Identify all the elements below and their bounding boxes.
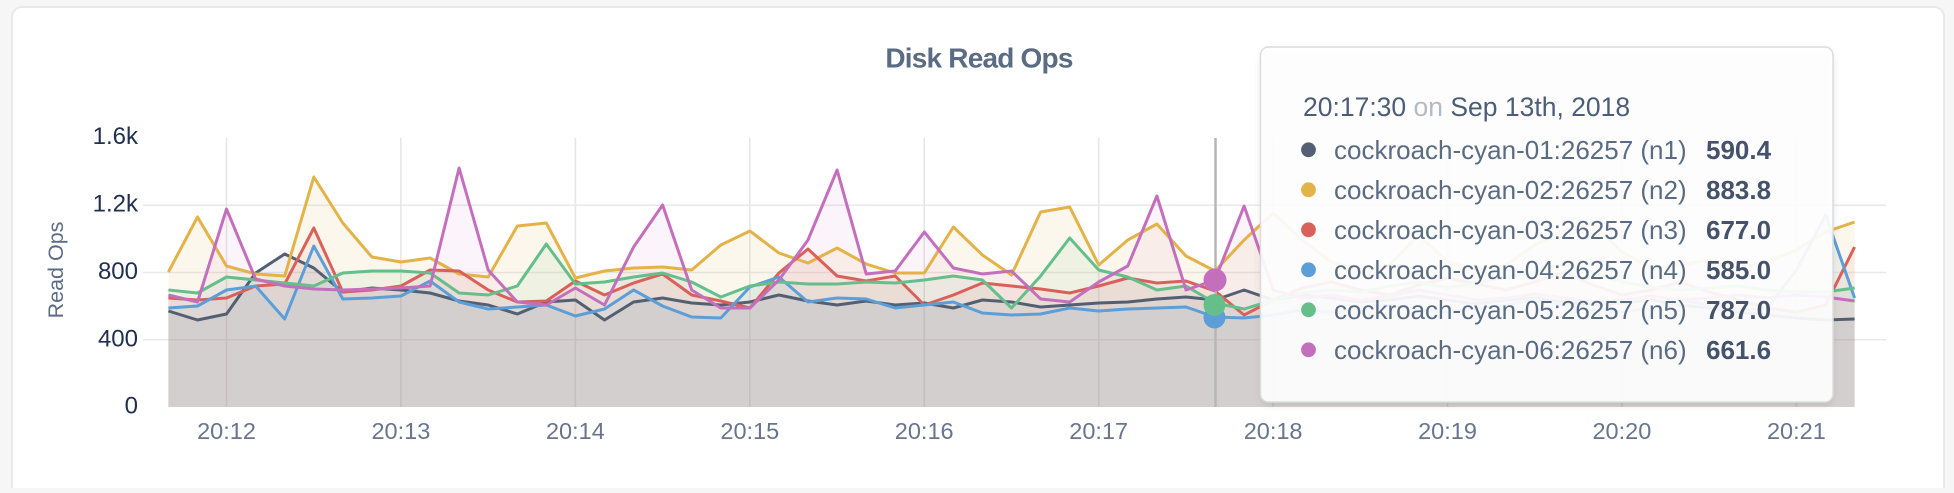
svg-text:20:16: 20:16 xyxy=(895,418,954,444)
svg-text:883.8: 883.8 xyxy=(1706,175,1771,205)
svg-text:20:21: 20:21 xyxy=(1767,418,1826,444)
svg-text:787.0: 787.0 xyxy=(1706,295,1771,325)
svg-text:585.0: 585.0 xyxy=(1706,255,1771,285)
svg-text:661.6: 661.6 xyxy=(1706,335,1771,365)
svg-text:cockroach-cyan-05:26257 (n5): cockroach-cyan-05:26257 (n5) xyxy=(1334,295,1687,325)
svg-text:20:19: 20:19 xyxy=(1418,418,1477,444)
svg-text:20:17:30 on Sep 13th, 2018: 20:17:30 on Sep 13th, 2018 xyxy=(1303,92,1630,122)
svg-text:cockroach-cyan-01:26257 (n1): cockroach-cyan-01:26257 (n1) xyxy=(1334,135,1687,165)
svg-text:20:12: 20:12 xyxy=(197,418,256,444)
svg-text:Read Ops: Read Ops xyxy=(44,222,68,319)
svg-text:1.2k: 1.2k xyxy=(93,191,139,218)
svg-text:590.4: 590.4 xyxy=(1706,135,1772,165)
svg-text:cockroach-cyan-04:26257 (n4): cockroach-cyan-04:26257 (n4) xyxy=(1334,255,1687,285)
svg-text:400: 400 xyxy=(98,326,138,353)
svg-text:0: 0 xyxy=(125,393,138,420)
svg-text:677.0: 677.0 xyxy=(1706,215,1771,245)
svg-text:20:14: 20:14 xyxy=(546,418,605,444)
svg-text:20:15: 20:15 xyxy=(720,418,779,444)
svg-text:cockroach-cyan-02:26257 (n2): cockroach-cyan-02:26257 (n2) xyxy=(1334,175,1687,205)
svg-text:cockroach-cyan-06:26257 (n6): cockroach-cyan-06:26257 (n6) xyxy=(1334,335,1687,365)
svg-text:20:13: 20:13 xyxy=(371,418,430,444)
svg-text:20:18: 20:18 xyxy=(1244,418,1303,444)
svg-text:cockroach-cyan-03:26257 (n3): cockroach-cyan-03:26257 (n3) xyxy=(1334,215,1687,245)
svg-text:1.6k: 1.6k xyxy=(93,123,139,150)
svg-text:20:20: 20:20 xyxy=(1592,418,1651,444)
svg-text:Disk Read Ops: Disk Read Ops xyxy=(885,43,1072,74)
svg-text:800: 800 xyxy=(98,258,138,285)
svg-text:20:17: 20:17 xyxy=(1069,418,1128,444)
